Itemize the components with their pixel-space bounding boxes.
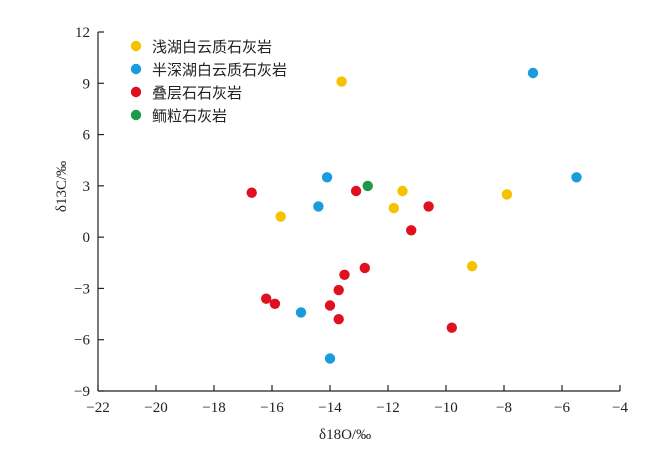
data-point-series-1: [501, 189, 513, 200]
data-point-series-1: [466, 261, 478, 272]
data-point-series-3: [324, 300, 336, 311]
data-point-series-1: [388, 202, 399, 214]
data-point-series-3: [261, 293, 272, 304]
y-tick-label: 9: [83, 76, 91, 92]
x-tick-label: −6: [554, 400, 570, 416]
x-tick-label: −16: [260, 400, 284, 416]
x-axis-title: δ18O/‰: [319, 427, 371, 443]
x-tick-label: −22: [86, 400, 109, 416]
data-point-series-3: [406, 225, 417, 236]
y-tick-label: −6: [74, 333, 90, 349]
data-point-series-3: [333, 284, 344, 296]
data-point-series-3: [359, 262, 370, 274]
data-point-series-3: [246, 187, 257, 198]
y-axis-title: δ13C/‰: [54, 161, 70, 212]
x-tick-label: −20: [144, 400, 167, 416]
y-tick-label: 6: [83, 128, 91, 144]
legend-marker: [130, 86, 142, 98]
x-tick-label: −14: [318, 400, 342, 416]
data-point-series-1: [397, 185, 408, 197]
data-point-series-2: [571, 172, 582, 183]
data-point-series-1: [275, 211, 286, 222]
data-point-series-3: [350, 185, 362, 197]
x-tick-label: −4: [612, 400, 628, 416]
y-tick-label: 12: [75, 25, 90, 41]
x-tick-label: −10: [434, 400, 457, 416]
y-tick-label: 0: [83, 230, 91, 246]
data-points: [246, 67, 582, 364]
data-point-series-2: [295, 307, 307, 318]
legend-label: 鲕粒石灰岩: [152, 107, 227, 125]
y-tick-label: 3: [83, 179, 91, 195]
y-tick-label: −3: [74, 281, 90, 297]
data-point-series-2: [527, 67, 539, 79]
axes: −9 −6 −3 0 3 6 9 12 −22 −20 −18 −16 −14 −12 −10 −8 −6 −4: [74, 25, 628, 416]
data-point-series-2: [321, 172, 333, 183]
data-point-series-1: [336, 76, 347, 87]
x-tick-label: −18: [202, 400, 225, 416]
legend-label: 半深湖白云质石灰岩: [152, 61, 287, 79]
legend-marker: [130, 109, 142, 121]
data-point-series-3: [333, 314, 344, 325]
data-point-series-2: [313, 201, 324, 212]
legend-label: 叠层石石灰岩: [152, 84, 242, 102]
x-tick-label: −8: [496, 400, 512, 416]
legend-marker: [130, 63, 142, 75]
data-point-series-3: [339, 269, 350, 280]
data-point-series-3: [446, 322, 457, 333]
data-point-series-3: [269, 298, 281, 309]
legend-label: 浅湖白云质石灰岩: [152, 38, 272, 56]
legend-marker: [130, 40, 142, 52]
x-tick-label: −12: [376, 400, 399, 416]
data-point-series-2: [324, 353, 336, 364]
y-tick-label: −9: [74, 384, 90, 400]
data-point-series-4: [362, 180, 373, 192]
data-point-series-3: [423, 201, 434, 212]
